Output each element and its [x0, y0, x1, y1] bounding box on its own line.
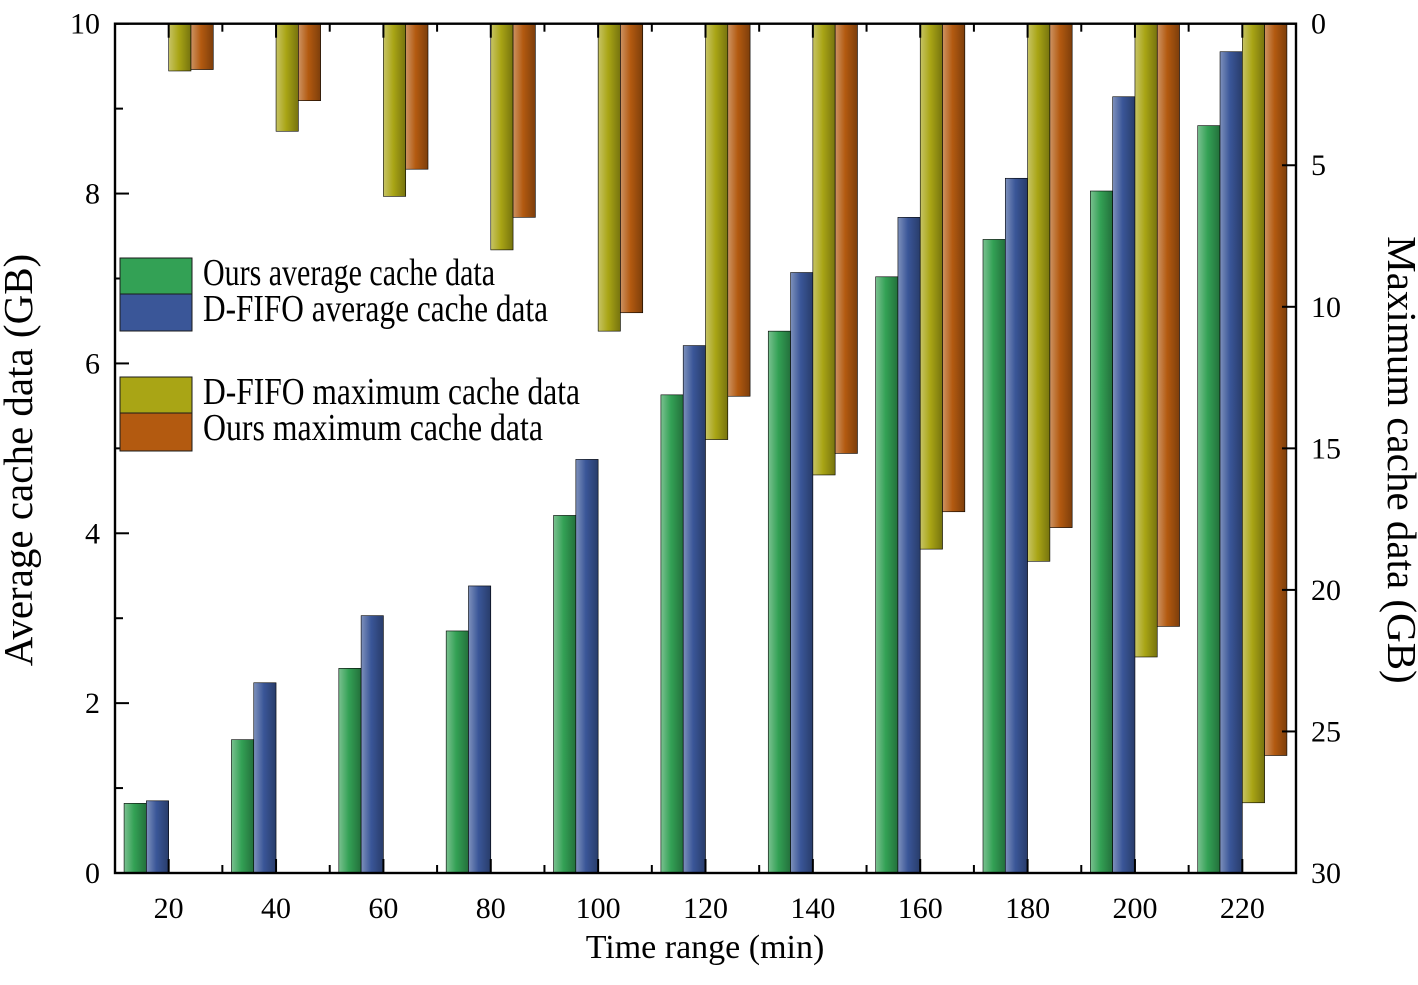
svg-text:Time range (min): Time range (min) [586, 929, 825, 966]
svg-text:10: 10 [70, 8, 100, 41]
svg-text:100: 100 [576, 892, 621, 925]
svg-text:8: 8 [85, 178, 100, 211]
svg-text:120: 120 [683, 892, 728, 925]
svg-text:Average cache data (GB): Average cache data (GB) [0, 254, 41, 666]
svg-text:20: 20 [1311, 574, 1341, 607]
svg-text:D-FIFO average cache data: D-FIFO average cache data [203, 288, 548, 330]
svg-text:10: 10 [1311, 291, 1341, 324]
svg-text:40: 40 [261, 892, 291, 925]
svg-text:2: 2 [85, 687, 100, 720]
svg-text:60: 60 [368, 892, 398, 925]
svg-text:6: 6 [85, 347, 100, 380]
svg-text:200: 200 [1112, 892, 1157, 925]
svg-text:5: 5 [1311, 149, 1326, 182]
svg-text:0: 0 [85, 857, 100, 890]
svg-text:Maximum cache data (GB): Maximum cache data (GB) [1379, 236, 1418, 683]
svg-text:160: 160 [898, 892, 943, 925]
svg-text:0: 0 [1311, 8, 1326, 41]
svg-text:30: 30 [1311, 857, 1341, 890]
svg-text:15: 15 [1311, 432, 1341, 465]
svg-text:25: 25 [1311, 716, 1341, 749]
svg-text:140: 140 [790, 892, 835, 925]
svg-text:220: 220 [1220, 892, 1265, 925]
svg-text:Ours maximum cache data: Ours maximum cache data [203, 407, 543, 449]
svg-text:180: 180 [1005, 892, 1050, 925]
svg-text:4: 4 [85, 517, 100, 550]
svg-text:20: 20 [154, 892, 184, 925]
svg-text:80: 80 [476, 892, 506, 925]
